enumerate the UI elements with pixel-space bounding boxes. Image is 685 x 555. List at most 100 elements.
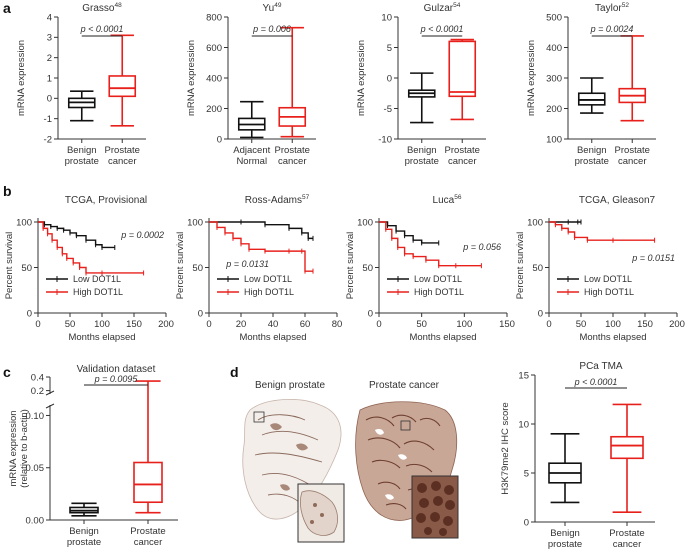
- y-tick-label: 100: [357, 217, 373, 228]
- y-tick-label: -2: [44, 134, 52, 145]
- x-tick-label-line1: Benign: [577, 145, 607, 156]
- y-tick-label: 200: [546, 104, 562, 115]
- panel-d-images: Benign prostate Prostate cancer: [238, 380, 462, 545]
- plot-title: Luca56: [433, 194, 462, 206]
- y-tick-label: -10: [378, 134, 392, 145]
- y-tick-label: 50: [532, 263, 543, 274]
- y-axis-label: mRNA expression: [16, 40, 27, 116]
- x-tick-label-line2: cancer: [278, 156, 307, 167]
- panel-a-plot-yu: 0 200 400 600 800 Yu49 mRNA expression Adjacent…: [186, 2, 316, 167]
- plot-title-text: TCGA, Provisional: [65, 195, 147, 206]
- box-control: [407, 72, 436, 124]
- x-axis-label: Months elapsed: [579, 332, 646, 343]
- y-tick-label: 0: [47, 94, 52, 105]
- x-tick-label: 60: [300, 319, 311, 330]
- y-tick-label: 10: [518, 419, 529, 430]
- box-iqr: [133, 461, 163, 504]
- plot-title: PCa TMA: [579, 361, 622, 372]
- x-tick-label-line1: Benign: [67, 145, 97, 156]
- y-axis-label-line2: (relative to b-actin): [19, 409, 30, 488]
- y-tick-label: 0: [198, 308, 203, 319]
- x-axis-label: Months elapsed: [68, 332, 135, 343]
- x-tick-label: 150: [637, 319, 653, 330]
- x-tick-label-line1: Prostate: [130, 526, 165, 537]
- panel-b-plot-0: TCGA, Provisional 0 50 100 0 50 100 150 200 Month…: [4, 195, 174, 343]
- x-tick-label-line2: cancer: [618, 156, 647, 167]
- plot-title: Yu49: [263, 2, 282, 14]
- plot-title-text: Gulzar: [424, 3, 454, 14]
- x-tick-label-line2: Normal: [236, 156, 267, 167]
- y-tick-label: 400: [546, 43, 562, 54]
- y-tick-label: 50: [362, 263, 373, 274]
- plot-title-text: Yu: [263, 3, 275, 14]
- x-tick-label-line2: cancer: [448, 156, 477, 167]
- x-tick-label-line1: Benign: [407, 145, 437, 156]
- x-tick-label-line2: prostate: [548, 539, 582, 550]
- x-tick-label: 100: [456, 319, 472, 330]
- p-value-label: p = 0.0151: [631, 253, 675, 263]
- x-tick-label: 20: [236, 319, 247, 330]
- x-axis-label: Months elapsed: [239, 332, 306, 343]
- y-tick-label: 100: [187, 217, 203, 228]
- y-axis-label: mRNA expression: [526, 40, 537, 116]
- x-tick-label: 0: [546, 319, 551, 330]
- plot-title: TCGA, Gleason7: [579, 195, 656, 206]
- panel-b-plot-2: Luca56 0 50 100 0 50 100 150 Months elapsed Perce…: [345, 194, 515, 343]
- x-tick-label: 100: [605, 319, 621, 330]
- box-cancer: [610, 403, 644, 514]
- legend-label-high: High DOT1L: [73, 287, 123, 297]
- panel-a-plot-grasso: -2 -1 0 1 2 3 4 Grasso48 mRNA expression Benignpr…: [16, 2, 146, 167]
- x-tick-label-line2: prostate: [67, 537, 101, 548]
- p-value-label: p < 0.0001: [80, 24, 124, 34]
- y-tick-label: 5: [524, 468, 529, 479]
- plot-title-ref: 54: [453, 2, 461, 9]
- x-tick-label-line2: cancer: [134, 537, 163, 548]
- box-control: [237, 100, 266, 139]
- image-caption-cancer: Prostate cancer: [369, 380, 440, 391]
- x-tick-label-line1: Prostate: [609, 528, 644, 539]
- x-tick-label-line1: Prostate: [275, 145, 310, 156]
- x-axis-label: Months elapsed: [409, 332, 476, 343]
- x-tick-label-line1: Prostate: [445, 145, 480, 156]
- p-value-label: p = 0.0024: [590, 24, 634, 34]
- plot-title: Taylor52: [595, 2, 629, 14]
- x-tick-label: 0: [376, 319, 381, 330]
- legend-label-low: Low DOT1L: [244, 274, 292, 284]
- box-cancer: [108, 34, 137, 127]
- y-tick-label: 600: [206, 43, 222, 54]
- y-tick-label: 0.05: [26, 463, 45, 474]
- y-tick-label: 200: [206, 104, 222, 115]
- x-tick-label: 200: [669, 319, 685, 330]
- plot-title-text: Ross-Adams: [245, 195, 302, 206]
- panel-c-letter: c: [3, 364, 11, 380]
- y-tick-label: 100: [546, 134, 562, 145]
- x-tick-label: 0: [35, 319, 40, 330]
- p-value-label: p = 0.0095: [94, 374, 139, 384]
- legend-label-high: High DOT1L: [414, 287, 464, 297]
- y-tick-label: 800: [206, 12, 222, 23]
- panel-b-plot-1: Ross-Adams57 0 50 100 0 20 40 60 80 Months elapse…: [175, 194, 342, 343]
- x-tick-label: 0: [206, 319, 211, 330]
- legend-label-low: Low DOT1L: [584, 274, 632, 284]
- survival-curve-high: [209, 221, 313, 272]
- x-tick-label: 40: [268, 319, 279, 330]
- panel-c: Validation dataset 0.00 0.05 0.10 0.2 0.4 mRNA…: [8, 364, 178, 548]
- plot-title: Ross-Adams57: [245, 194, 310, 206]
- x-tick-label: 80: [332, 319, 343, 330]
- x-tick-label: 50: [65, 319, 76, 330]
- y-axis-label: mRNA expression: [186, 40, 197, 116]
- y-tick-label: 0: [217, 134, 222, 145]
- x-tick-label-line1: Adjacent: [233, 145, 270, 156]
- panel-a-letter: a: [3, 0, 11, 16]
- plot-title-text: Taylor: [595, 3, 622, 14]
- x-tick-label: 50: [416, 319, 427, 330]
- survival-curve-high: [549, 221, 655, 241]
- box-iqr: [448, 40, 477, 98]
- y-tick-label: 100: [527, 217, 543, 228]
- y-tick-label: 0.10: [26, 411, 45, 422]
- y-tick-label: 1: [47, 73, 52, 84]
- box-control: [577, 77, 606, 114]
- y-tick-label: 10: [381, 12, 392, 23]
